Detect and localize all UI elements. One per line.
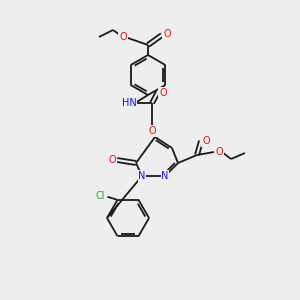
- Text: HN: HN: [122, 98, 136, 108]
- Text: O: O: [119, 32, 127, 42]
- Text: O: O: [215, 147, 223, 157]
- Text: O: O: [159, 88, 167, 98]
- Text: Cl: Cl: [96, 191, 105, 201]
- Text: N: N: [138, 171, 146, 181]
- Text: N: N: [161, 171, 169, 181]
- Text: O: O: [148, 126, 156, 136]
- Text: O: O: [108, 155, 116, 165]
- Text: O: O: [163, 29, 171, 39]
- Text: O: O: [202, 136, 210, 146]
